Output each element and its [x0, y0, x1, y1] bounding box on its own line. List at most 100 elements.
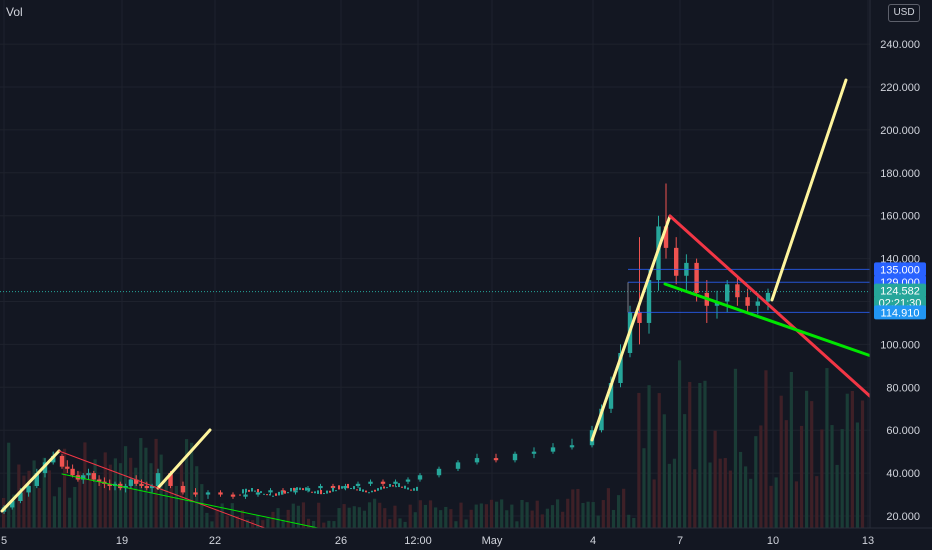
volume-bar: [266, 518, 270, 528]
candle-body: [311, 491, 313, 493]
candle-body: [134, 479, 139, 484]
volume-bar: [454, 521, 458, 528]
volume-bar: [723, 458, 727, 528]
candle-body: [296, 487, 298, 491]
volume-bar: [169, 472, 173, 528]
green-trend-2-line[interactable]: [663, 282, 876, 359]
volume-indicator-label[interactable]: Vol: [6, 5, 23, 19]
volume-bar: [383, 508, 387, 528]
price-tick-label: 80.000: [886, 382, 920, 394]
candle-body: [383, 486, 385, 489]
volume-bar: [195, 466, 199, 528]
volume-bar: [373, 498, 377, 528]
currency-button[interactable]: USD: [888, 4, 920, 22]
volume-bar: [652, 479, 656, 528]
volume-bar: [718, 458, 722, 528]
volume-bar: [332, 521, 336, 528]
candle-body: [380, 481, 386, 484]
candle-body: [335, 490, 337, 492]
candle-body: [305, 488, 311, 491]
volume-bar: [662, 414, 666, 528]
candle-body: [205, 492, 211, 495]
yellow-leg-2-line[interactable]: [156, 428, 212, 490]
candle-body: [317, 490, 319, 494]
volume-bar: [281, 519, 285, 528]
red-trend-1-line[interactable]: [58, 450, 271, 531]
volume-bar: [108, 464, 112, 528]
volume-bar: [413, 512, 417, 528]
volume-bar: [840, 429, 844, 528]
candle-body: [275, 493, 277, 496]
candle-body: [380, 486, 382, 490]
candle-body: [263, 493, 265, 495]
price-tick-label: 180.000: [880, 168, 920, 180]
volume-bar: [378, 502, 382, 528]
price-label-level-135[interactable]: [874, 262, 926, 277]
price-label-level-114[interactable]: [874, 305, 926, 320]
candle-body: [405, 479, 411, 482]
volume-bar: [779, 395, 783, 528]
candle-body: [155, 473, 161, 486]
volume-bar: [93, 459, 97, 528]
volume-bar: [540, 514, 544, 528]
candle-body: [81, 475, 86, 480]
time-axis[interactable]: [0, 528, 932, 550]
volume-bar: [810, 401, 814, 528]
volume-bar: [418, 500, 422, 528]
volume-bar: [88, 471, 92, 528]
volume-bar: [850, 390, 854, 528]
volume-bar: [210, 521, 214, 528]
volume-bar: [352, 506, 356, 528]
volume-bar: [464, 519, 468, 528]
red-trend-2-line[interactable]: [668, 214, 874, 400]
volume-bar: [47, 470, 51, 528]
candle-body: [193, 492, 198, 495]
candle-body: [278, 491, 280, 496]
volume-bar: [317, 502, 321, 528]
candle-body: [323, 492, 325, 495]
volume-bar: [215, 509, 219, 528]
volume-bar: [637, 392, 641, 528]
volume-bar: [98, 478, 102, 528]
time-tick-label: 12:00: [404, 535, 432, 547]
volume-bar: [434, 507, 438, 528]
price-label-current-price[interactable]: [874, 283, 926, 298]
yellow-leg-1-line[interactable]: [0, 449, 61, 513]
volume-bar: [586, 501, 590, 528]
volume-bar: [52, 496, 57, 528]
volume-bar: [57, 487, 62, 528]
candle-body: [268, 490, 273, 493]
price-tick-label: 200.000: [880, 125, 920, 137]
candle-body: [410, 489, 412, 491]
candle-body: [599, 408, 604, 431]
price-tick-label: 60.000: [886, 425, 920, 437]
candle-body: [266, 494, 268, 496]
volume-bar: [159, 454, 163, 528]
volume-bar: [459, 502, 463, 528]
volume-bar: [388, 519, 392, 528]
volume-bar: [820, 429, 824, 528]
candle-body: [180, 485, 186, 493]
volume-bar: [576, 488, 580, 528]
green-trend-1-line[interactable]: [61, 473, 319, 529]
candle-body: [356, 489, 358, 491]
volume-bar: [738, 451, 743, 528]
candle-body: [284, 490, 286, 494]
candle-body: [362, 489, 364, 492]
volume-bar: [322, 522, 326, 528]
volume-bar: [357, 507, 361, 528]
candle-body: [149, 485, 155, 489]
candle-body: [26, 485, 31, 493]
volume-bar: [337, 508, 341, 528]
candle-body: [10, 500, 15, 508]
volume-bar: [845, 393, 849, 528]
volume-bar: [78, 471, 82, 528]
yellow-leg-4-line[interactable]: [770, 78, 848, 302]
yellow-leg-3-line[interactable]: [590, 214, 672, 442]
candle-body: [305, 487, 307, 491]
candle-body: [395, 486, 397, 488]
price-label-text-current-price: 124.582: [880, 286, 920, 298]
volume-bar: [500, 499, 504, 528]
volume-bar: [398, 518, 402, 528]
